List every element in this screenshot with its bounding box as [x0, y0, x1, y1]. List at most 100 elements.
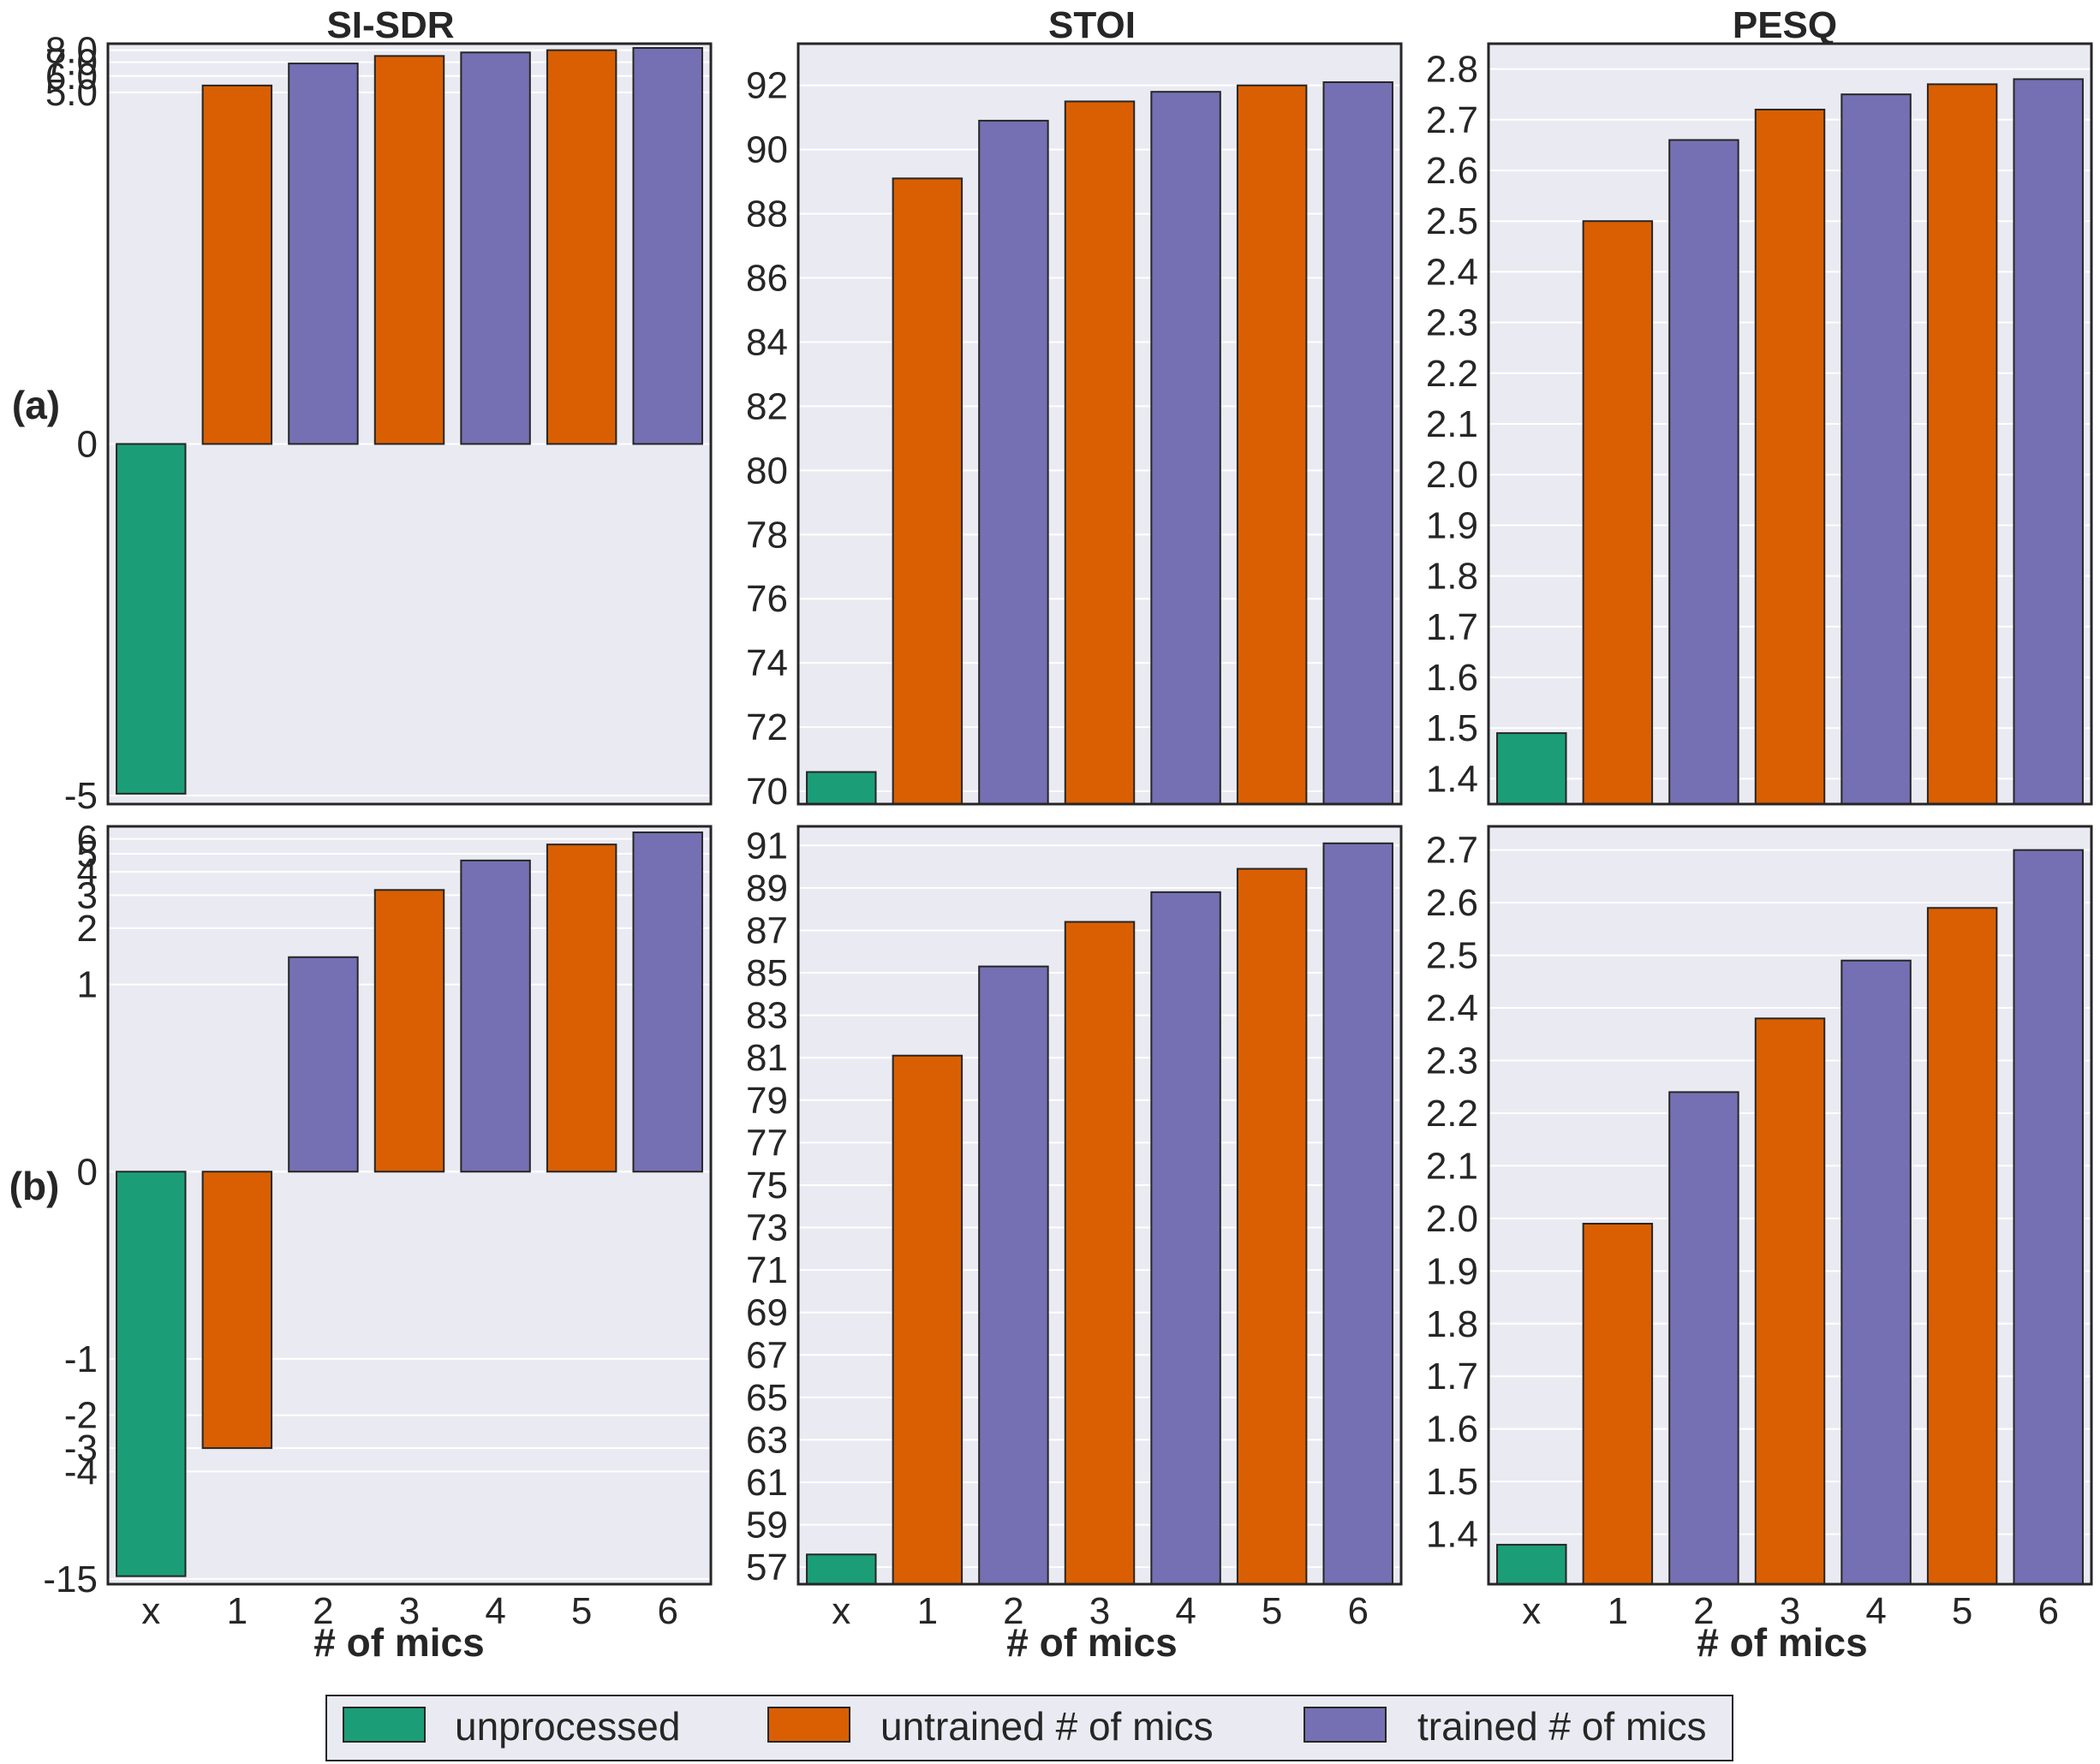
xlabel-si-sdr: # of mics: [313, 1620, 484, 1665]
bar-a-si-sdr-3: [373, 55, 445, 445]
x-tick-label: 1: [227, 1590, 248, 1632]
y-tick-label: 88: [746, 194, 788, 235]
y-tick-label: 74: [746, 642, 788, 684]
y-tick-label: 2.2: [1426, 353, 1478, 395]
bar-a-si-sdr-1: [201, 84, 273, 445]
y-tick-label: 76: [746, 578, 788, 620]
y-tick-label: -1: [64, 1338, 98, 1380]
y-tick-label: 84: [746, 321, 788, 363]
bar-b-pesq-x: [1496, 1543, 1567, 1585]
x-tick-label: x: [832, 1590, 850, 1632]
bar-b-stoi-x: [806, 1553, 877, 1585]
legend-label-unprocessed: unprocessed: [455, 1704, 680, 1749]
x-tick-label: 2: [313, 1590, 333, 1632]
x-tick-label: 5: [1262, 1590, 1282, 1632]
bar-a-si-sdr-2: [288, 63, 359, 445]
legend: unprocessed untrained # of mics trained …: [325, 1695, 1733, 1761]
y-tick-label: 2.0: [1426, 1198, 1478, 1240]
axes-frame: [796, 825, 1403, 1586]
col-title-si-sdr: SI-SDR: [326, 4, 454, 46]
panel-b-pesq: 1.4 1.5 1.6 1.7 1.8 1.9 2.0 2.1 2.2 2.3 2.4 2.5 2.6 2…: [1426, 825, 2093, 1632]
y-tick-label: 5.0: [45, 72, 98, 114]
legend-swatch-unprocessed: [343, 1707, 426, 1743]
axes-frame: [1487, 825, 2093, 1586]
y-tick-label: 4: [77, 851, 98, 893]
y-tick-label: -3: [64, 1427, 98, 1469]
y-tick-label: 2.0: [1426, 454, 1478, 496]
y-tick-label: 71: [746, 1249, 788, 1291]
y-tick-label: 1.4: [1426, 1514, 1478, 1556]
y-tick-label: 65: [746, 1377, 788, 1419]
legend-swatch-untrained: [767, 1707, 850, 1743]
y-tick-label: 67: [746, 1334, 788, 1376]
y-tick-label: -5: [64, 775, 98, 817]
y-tick-label: 89: [746, 867, 788, 909]
y-tick-label: 91: [746, 825, 788, 867]
legend-label-untrained: untrained # of mics: [880, 1704, 1214, 1749]
y-tick-label: 2.1: [1426, 403, 1478, 445]
axes-frame: [796, 42, 1403, 806]
x-tick-label: 6: [2037, 1590, 2058, 1632]
bar-a-pesq-1: [1582, 220, 1654, 805]
y-tick-label: 1.7: [1426, 1356, 1478, 1397]
bar-b-pesq-1: [1582, 1223, 1654, 1585]
bar-a-pesq-3: [1754, 108, 1826, 805]
axes-frame: [106, 825, 713, 1586]
bar-b-si-sdr-3: [373, 889, 445, 1173]
x-tick-label: 2: [1003, 1590, 1023, 1632]
y-tick-label: 79: [746, 1080, 788, 1122]
y-tick-label: 70: [746, 771, 788, 813]
y-tick-label: 83: [746, 995, 788, 1037]
axes-frame: [1487, 42, 2093, 806]
y-tick-label: 90: [746, 129, 788, 171]
y-tick-label: 8.0: [45, 30, 98, 72]
y-tick-label: 2.1: [1426, 1145, 1478, 1187]
bar-b-pesq-5: [1926, 907, 1998, 1585]
bar-a-si-sdr-6: [632, 46, 703, 445]
y-tick-label: 1.9: [1426, 1250, 1478, 1292]
legend-label-trained: trained # of mics: [1417, 1704, 1706, 1749]
y-tick-label: 6: [77, 819, 98, 861]
bar-a-pesq-x: [1496, 732, 1567, 805]
y-tick-label: 2.5: [1426, 935, 1478, 977]
col-title-pesq: PESQ: [1733, 4, 1837, 46]
y-tick-label: 7.0: [45, 42, 98, 84]
x-tick-label: 6: [657, 1590, 677, 1632]
x-tick-label: 4: [485, 1590, 505, 1632]
legend-frame: [325, 1695, 1733, 1761]
y-tick-label: 2.7: [1426, 830, 1478, 872]
panels: -5 0 5.06.07.08.0 70 72 74 76 78 80 82 84 86 88 90 92 1…: [43, 30, 2093, 1632]
panel-a-pesq: 1.4 1.5 1.6 1.7 1.8 1.9 2.0 2.1 2.2 2.3 2.4 2.5 2.6 2…: [1426, 42, 2093, 806]
bar-a-si-sdr-x: [116, 443, 187, 795]
y-tick-label: 59: [746, 1505, 788, 1546]
bar-b-stoi-4: [1150, 891, 1221, 1585]
y-tick-label: 2.4: [1426, 251, 1478, 293]
bar-b-si-sdr-x: [116, 1171, 187, 1577]
y-tick-label: 72: [746, 706, 788, 748]
y-tick-label: 1.7: [1426, 606, 1478, 648]
y-tick-label: 85: [746, 952, 788, 994]
y-tick-label: 77: [746, 1122, 788, 1164]
x-tick-label: 4: [1175, 1590, 1196, 1632]
bar-a-pesq-6: [2013, 78, 2084, 805]
x-tick-label: 3: [1089, 1590, 1110, 1632]
y-tick-label: 1.9: [1426, 504, 1478, 546]
y-tick-label: 3: [77, 874, 98, 916]
y-tick-label: 5: [77, 833, 98, 875]
x-tick-label: 6: [1347, 1590, 1368, 1632]
y-tick-label: 69: [746, 1292, 788, 1334]
row-label-b: (b): [9, 1164, 60, 1208]
bar-b-pesq-3: [1754, 1017, 1826, 1585]
x-tick-label: 5: [571, 1590, 592, 1632]
bar-b-si-sdr-4: [460, 859, 531, 1173]
y-tick-label: 92: [746, 65, 788, 107]
x-tick-label: 4: [1865, 1590, 1886, 1632]
bar-b-si-sdr-1: [201, 1171, 273, 1450]
y-tick-label: -4: [64, 1451, 98, 1493]
bar-b-stoi-6: [1322, 842, 1393, 1585]
bar-a-stoi-1: [892, 177, 963, 806]
col-title-stoi: STOI: [1048, 4, 1136, 46]
bar-a-stoi-x: [806, 771, 877, 805]
y-tick-label: 6.0: [45, 56, 98, 98]
